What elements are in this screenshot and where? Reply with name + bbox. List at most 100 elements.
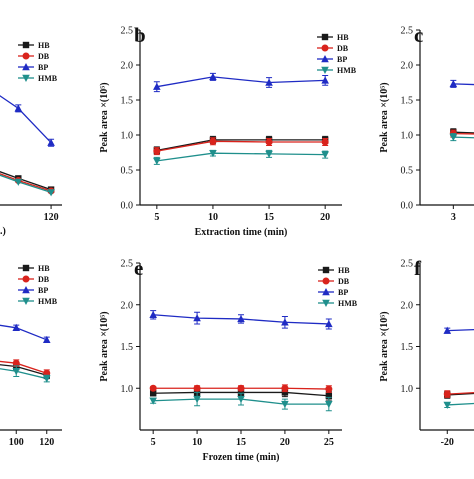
legend-marker (22, 52, 30, 60)
legend: HB DB BP HMB (18, 41, 58, 83)
data-point (149, 384, 157, 392)
x-tick-label: 15 (236, 437, 246, 448)
data-point (325, 385, 333, 393)
y-tick-label: 2.0 (401, 61, 414, 72)
legend: HB DB BP HMB (318, 266, 358, 308)
series-line (447, 329, 474, 332)
legend-marker (22, 264, 30, 272)
panel-d: 100 120 HB DB BP HMB (0, 264, 62, 448)
y-tick-label: 2.5 (121, 259, 134, 270)
legend-marker (322, 288, 330, 296)
data-point (325, 319, 333, 328)
data-point (237, 395, 245, 404)
legend-label: BP (38, 286, 48, 295)
legend-marker (321, 55, 329, 63)
panel-label: e (134, 256, 143, 280)
data-point (281, 389, 289, 396)
legend-marker (322, 266, 330, 274)
series-line (447, 392, 474, 396)
data-point (449, 133, 458, 142)
x-tick-label: 120 (39, 437, 54, 448)
series-db (443, 390, 474, 398)
data-point (209, 72, 217, 81)
panel-label: f (414, 256, 422, 280)
panel-e: 1.0 1.5 2.0 2.5 5 10 15 20 25 Frozen time (min) Pe… (99, 256, 358, 463)
legend-label: HMB (38, 74, 58, 83)
panel-f: 1.0 1.5 2.0 2.5 -20 Peak area ×(10⁵) f (379, 256, 474, 448)
y-tick-label: 1.0 (401, 384, 414, 395)
y-tick-label: 0.5 (121, 166, 134, 177)
data-point (449, 79, 458, 88)
data-point (321, 76, 329, 84)
data-point (193, 314, 201, 322)
y-axis-label: Peak area ×(10⁵) (379, 311, 390, 381)
data-point (209, 137, 217, 145)
series-hmb (153, 149, 329, 165)
legend-label: BP (338, 288, 348, 297)
legend-marker (22, 63, 30, 71)
legend-label: BP (38, 63, 48, 72)
data-point (265, 138, 273, 146)
y-tick-label: 2.0 (401, 300, 414, 311)
series-line (453, 136, 474, 139)
series-line (447, 391, 474, 395)
legend-marker (22, 286, 30, 294)
data-point (193, 395, 201, 404)
legend: HB DB BP HMB (317, 33, 357, 75)
legend-label: HB (337, 33, 349, 42)
x-tick-label: 3 (451, 212, 456, 223)
x-tick-label: 20 (280, 437, 290, 448)
series-line (0, 324, 47, 341)
y-axis-label: Peak area ×(10⁵) (99, 82, 110, 152)
legend-marker (22, 41, 30, 49)
data-point (12, 323, 21, 331)
data-point (443, 401, 452, 409)
data-point (237, 384, 245, 392)
series-hmb (0, 174, 55, 197)
legend-label: HMB (338, 299, 358, 308)
data-point (42, 375, 51, 383)
x-tick-label: -20 (441, 437, 454, 448)
data-point (42, 335, 51, 344)
data-point (153, 157, 161, 165)
legend-label: DB (38, 52, 50, 61)
legend-label: HB (338, 266, 350, 275)
data-point (281, 318, 289, 326)
data-point (265, 78, 273, 86)
data-point (153, 147, 161, 155)
data-point (14, 178, 23, 186)
series-hmb (0, 365, 51, 383)
series-db (0, 173, 55, 195)
x-tick-label: 25 (324, 437, 334, 448)
legend-marker (321, 44, 329, 52)
data-point (193, 384, 201, 392)
legend-marker (321, 66, 329, 74)
y-tick-label: 1.0 (401, 131, 414, 142)
data-point (47, 138, 55, 146)
data-point (443, 326, 452, 334)
panel-label: c (414, 23, 423, 47)
series-db (0, 359, 51, 378)
legend-marker (22, 297, 30, 305)
data-point (209, 150, 217, 158)
series-line (453, 132, 474, 135)
legend-label: HMB (337, 66, 357, 75)
series-line (156, 139, 326, 152)
legend-label: DB (38, 275, 50, 284)
panel-b: 0.0 0.5 1.0 1.5 2.0 2.5 5 10 15 20 Extraction time… (99, 23, 357, 238)
legend-label: DB (338, 277, 350, 286)
x-axis-label-fragment: .) (0, 226, 6, 237)
series-line (453, 83, 474, 86)
legend-label: BP (337, 55, 347, 64)
x-axis-label: Frozen time (min) (202, 452, 279, 463)
data-point (12, 368, 21, 376)
series-line (453, 131, 474, 134)
y-tick-label: 1.5 (121, 342, 134, 353)
legend-label: HB (38, 264, 50, 273)
series-line (156, 76, 326, 88)
series-db (153, 137, 329, 156)
data-point (153, 82, 161, 90)
data-point (149, 390, 157, 397)
legend-marker (22, 74, 30, 82)
legend: HB DB BP HMB (18, 264, 58, 306)
